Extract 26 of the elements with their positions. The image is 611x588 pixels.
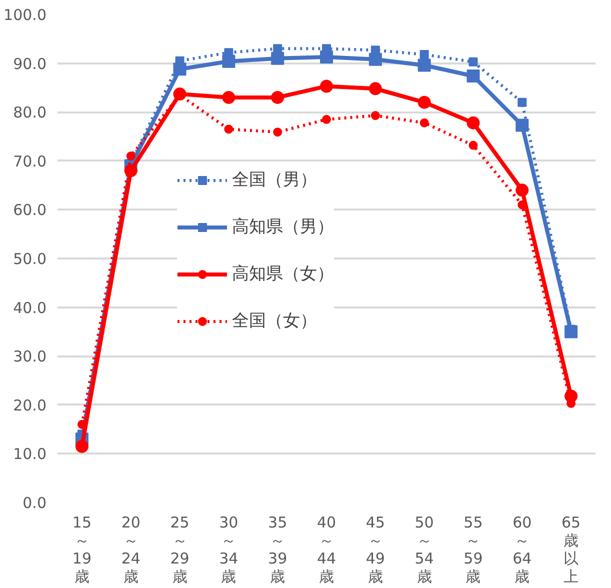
y-tick-label: 30.0 <box>13 348 47 366</box>
x-tick-label: 20～24歳 <box>121 514 140 586</box>
y-tick-label: 10.0 <box>13 445 47 464</box>
legend-label: 全国（女） <box>232 310 317 332</box>
x-tick-label: 50～54歳 <box>414 514 434 586</box>
x-tick-label: 30～34歳 <box>219 514 238 586</box>
y-tick-label: 20.0 <box>13 396 47 414</box>
x-tick-label: 15～19歳 <box>72 514 92 586</box>
y-tick-label: 40.0 <box>13 298 47 317</box>
legend-label: 高知県（男） <box>232 216 334 238</box>
y-tick-label: 90.0 <box>13 54 47 73</box>
y-tick-label: 60.0 <box>13 201 47 220</box>
x-tick-label: 60～64歳 <box>512 514 532 586</box>
x-tick-label: 45～49歳 <box>366 514 385 586</box>
y-tick-label: 100.0 <box>4 6 47 24</box>
y-tick-label: 70.0 <box>13 152 47 170</box>
y-tick-label: 80.0 <box>13 104 47 122</box>
x-tick-label: 25～29歳 <box>170 514 190 586</box>
y-tick-label: 50.0 <box>13 250 47 268</box>
x-tick-label: 55～59歳 <box>464 514 483 586</box>
legend-label: 全国（男） <box>232 169 317 191</box>
y-tick-label: 0.0 <box>22 494 47 512</box>
x-tick-label: 35～39歳 <box>268 514 288 586</box>
x-tick-label: 65歳以上 <box>562 514 581 586</box>
legend-label: 高知県（女） <box>232 263 334 285</box>
x-tick-label: 40～44歳 <box>316 514 336 586</box>
